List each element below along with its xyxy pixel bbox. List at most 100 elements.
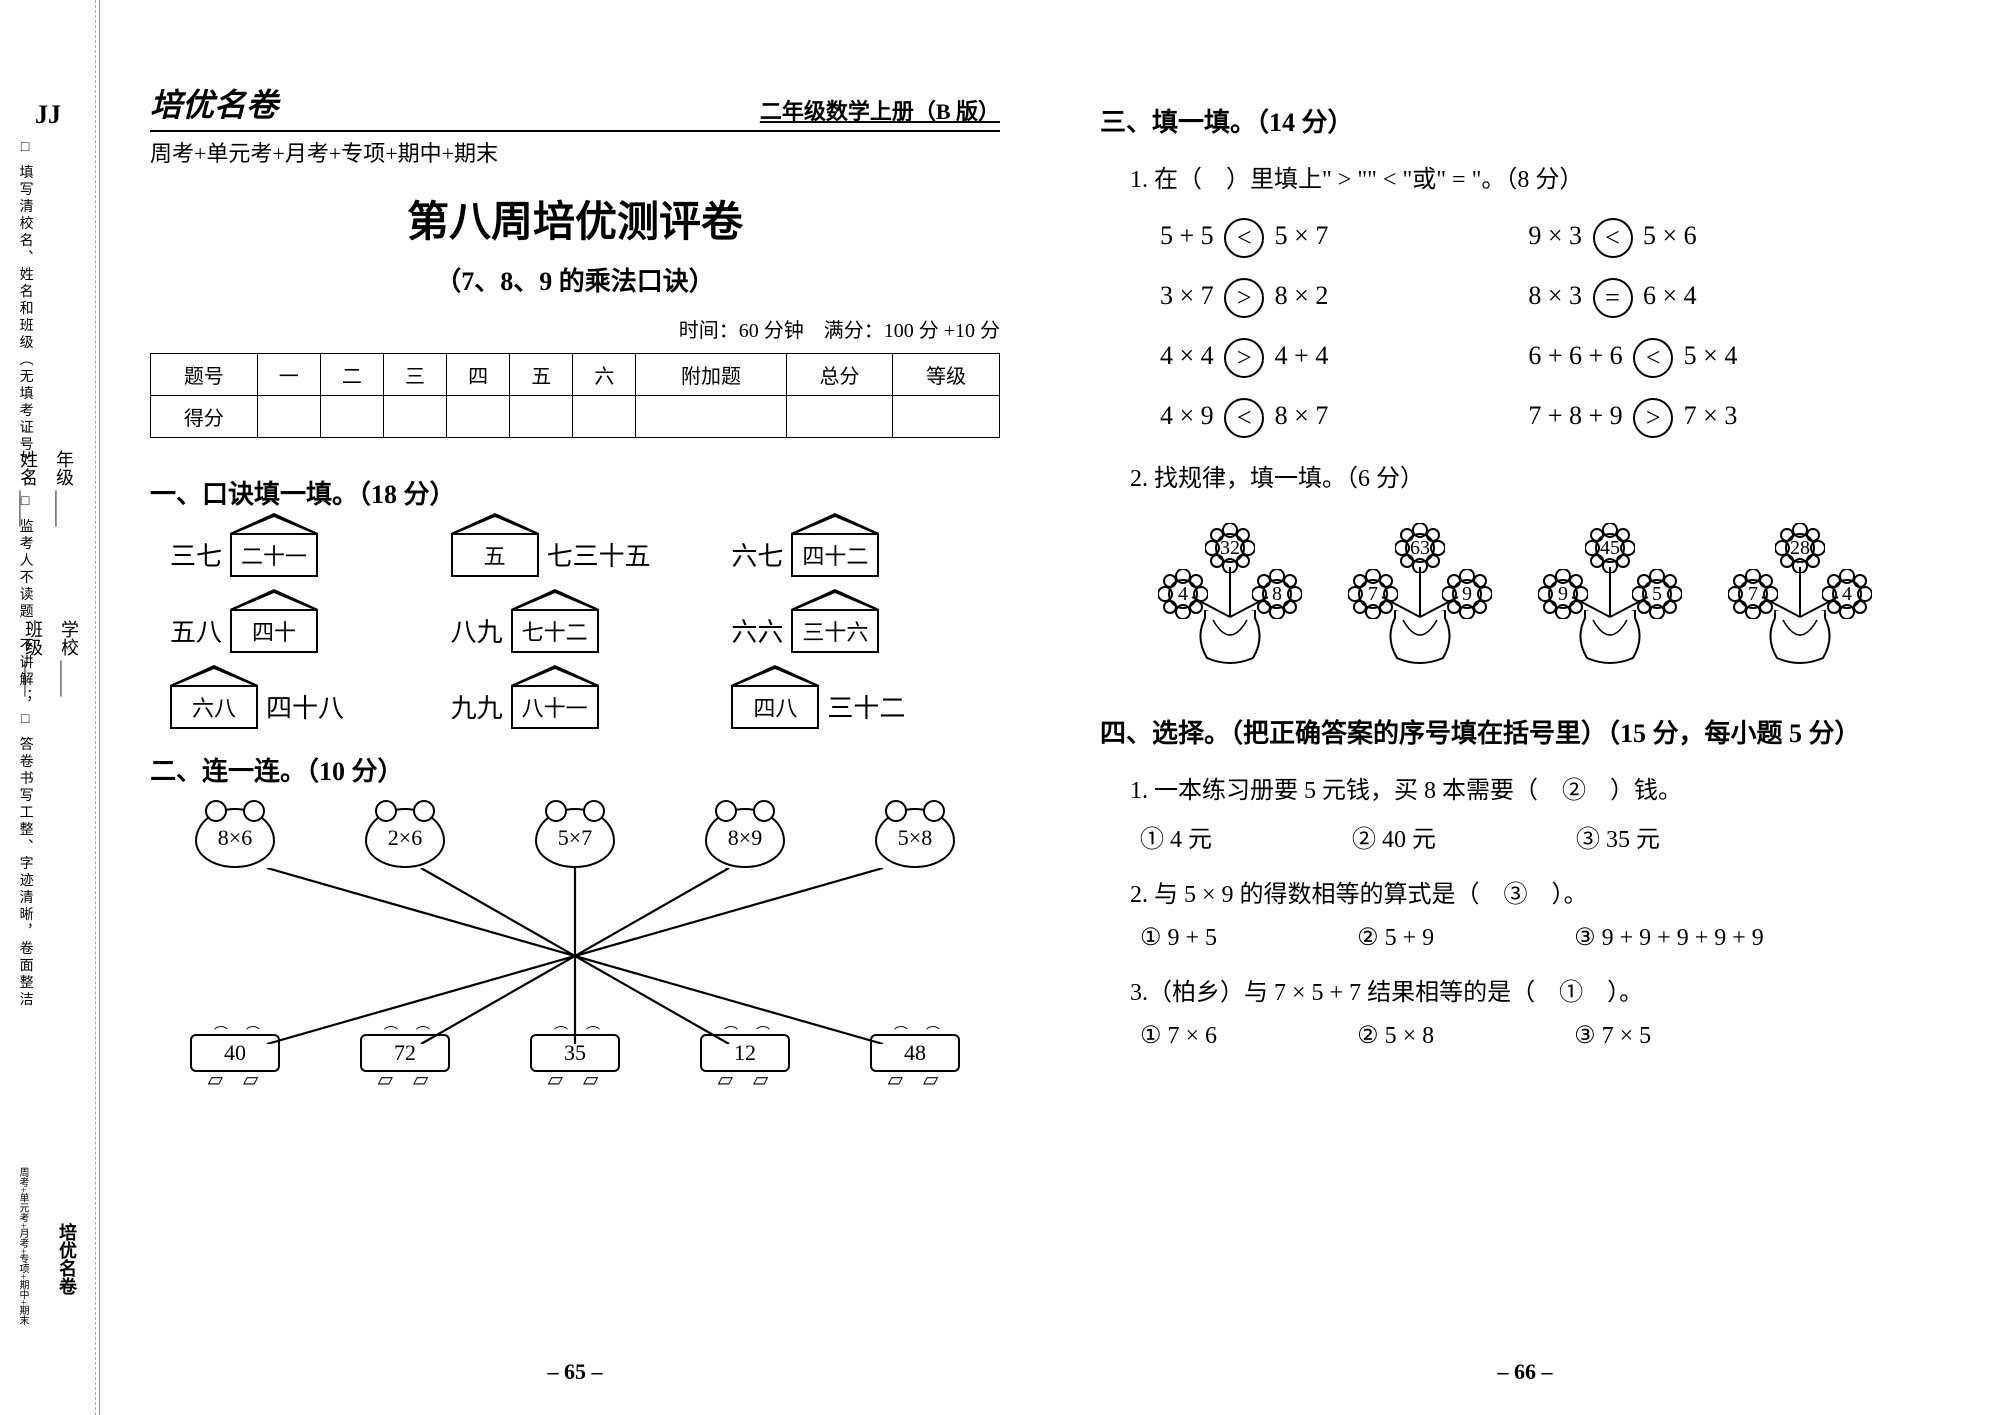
petal-top: 32 xyxy=(1205,523,1255,573)
compare-left: 4 × 9 < 8 × 7 xyxy=(1160,398,1328,438)
q4-item: 3.（柏乡）与 7 × 5 + 7 结果相等的是（ ① ）。 xyxy=(1130,972,1950,1007)
q3-items: 1. 在（ ）里填上" > "" < "或" = "。（8 分） 5 + 5 <… xyxy=(1130,159,1950,673)
th: 题号 xyxy=(151,354,258,396)
score-blank-row: 得分 xyxy=(151,396,1000,438)
compare-rows: 5 + 5 < 5 × 7 9 × 3 < 5 × 6 3 × 7 > 8 × 2… xyxy=(1130,218,1950,438)
house-icon: 三十六 xyxy=(791,607,879,653)
sec4-title: 四、选择。（把正确答案的序号填在括号里）（15 分，每小题 5 分） xyxy=(1100,713,1950,750)
th: 三 xyxy=(383,354,446,396)
q4-option: ② 5 × 8 xyxy=(1357,1021,1434,1050)
compare-row: 4 × 9 < 8 × 7 7 + 8 + 9 > 7 × 3 xyxy=(1160,398,1950,438)
th: 六 xyxy=(573,354,636,396)
tv-stand-icon: ▱▱ xyxy=(530,1072,620,1088)
flowers-row: 32 4 8 63 7 9 45 9 5 28 7 4 xyxy=(1150,523,1950,673)
koujue-post: 三十二 xyxy=(827,688,905,725)
compare-row: 5 + 5 < 5 × 7 9 × 3 < 5 × 6 xyxy=(1160,218,1950,258)
house-icon: 四十二 xyxy=(791,531,879,577)
td-label: 得分 xyxy=(151,396,258,438)
petal-top: 28 xyxy=(1775,523,1825,573)
stems xyxy=(1372,567,1468,623)
flower-vase: 45 9 5 xyxy=(1530,523,1690,673)
th: 四 xyxy=(447,354,510,396)
page-num-right: – 66 – xyxy=(1498,1359,1553,1385)
sidebar: JJ □ 填写清校名、姓名和班级（无填考证号）； □ 监考人不读题、不讲解； □… xyxy=(0,0,100,1415)
stems xyxy=(1182,567,1278,623)
compare-op: < xyxy=(1224,218,1264,258)
compare-right: 9 × 3 < 5 × 6 xyxy=(1528,218,1696,258)
koujue-item: 八九七十二 xyxy=(451,607,720,653)
flower-vase: 28 7 4 xyxy=(1720,523,1880,673)
petal-top: 45 xyxy=(1585,523,1635,573)
th: 二 xyxy=(320,354,383,396)
q4-item: 1. 一本练习册要 5 元钱，买 8 本需要（ ② ）钱。 xyxy=(1130,770,1950,805)
q2-bottom-row: ⌒⌒40▱▱⌒⌒72▱▱⌒⌒35▱▱⌒⌒12▱▱⌒⌒48▱▱ xyxy=(150,1032,1000,1088)
q4-options: ① 4 元② 40 元③ 35 元 xyxy=(1140,819,1950,854)
score-head-row: 题号 一 二 三 四 五 六 附加题 总分 等级 xyxy=(151,354,1000,396)
koujue-item: 五八四十 xyxy=(170,607,439,653)
compare-right: 6 + 6 + 6 < 5 × 4 xyxy=(1528,338,1737,378)
q2-bottom-item: ⌒⌒35▱▱ xyxy=(530,1032,620,1088)
q2-area: 8×62×65×78×95×8 ⌒⌒40▱▱⌒⌒72▱▱⌒⌒35▱▱⌒⌒12▱▱… xyxy=(150,808,1000,1088)
koujue-pre: 八九 xyxy=(451,612,503,649)
th: 五 xyxy=(510,354,573,396)
koujue-item: 九九八十一 xyxy=(451,683,720,729)
q2-top-item: 8×9 xyxy=(705,808,785,868)
q4-option: ① 7 × 6 xyxy=(1140,1021,1217,1050)
th: 总分 xyxy=(786,354,893,396)
compare-op: < xyxy=(1224,398,1264,438)
compare-op: > xyxy=(1633,398,1673,438)
flower-vase: 63 7 9 xyxy=(1340,523,1500,673)
q2-top-item: 5×7 xyxy=(535,808,615,868)
koujue-pre: 五八 xyxy=(170,612,222,649)
compare-op: > xyxy=(1224,338,1264,378)
big-title: 第八周培优测评卷 xyxy=(150,188,1000,249)
q2-top-row: 8×62×65×78×95×8 xyxy=(150,808,1000,868)
koujue-item: 四八三十二 xyxy=(731,683,1000,729)
side-school-class: 学校 ____ 班级 ____ xyxy=(15,620,87,697)
rules-text: □ 填写清校名、姓名和班级（无填考证号）； □ 监考人不读题、不讲解； □ 答卷… xyxy=(15,140,35,1009)
compare-op: = xyxy=(1593,278,1633,318)
koujue-pre: 九九 xyxy=(451,688,503,725)
class-label: 班级 ____ xyxy=(23,620,43,697)
q2-top-item: 2×6 xyxy=(365,808,445,868)
score-table: 题号 一 二 三 四 五 六 附加题 总分 等级 得分 xyxy=(150,353,1000,438)
q2-lines xyxy=(190,868,960,1044)
compare-left: 4 × 4 > 4 + 4 xyxy=(1160,338,1328,378)
house-icon: 二十一 xyxy=(230,531,318,577)
fold-line xyxy=(95,0,96,1415)
q3-2-text: 2. 找规律，填一填。（6 分） xyxy=(1130,458,1950,493)
koujue-post: 七三十五 xyxy=(547,536,651,573)
th: 等级 xyxy=(893,354,1000,396)
compare-row: 4 × 4 > 4 + 4 6 + 6 + 6 < 5 × 4 xyxy=(1160,338,1950,378)
q3-1-text: 1. 在（ ）里填上" > "" < "或" = "。（8 分） xyxy=(1130,159,1950,194)
compare-row: 3 × 7 > 8 × 2 8 × 3 = 6 × 4 xyxy=(1160,278,1950,318)
q4-list: 1. 一本练习册要 5 元钱，买 8 本需要（ ② ）钱。 ① 4 元② 40 元… xyxy=(1100,770,1950,1050)
q2-bottom-item: ⌒⌒72▱▱ xyxy=(360,1032,450,1088)
compare-op: > xyxy=(1224,278,1264,318)
tv-stand-icon: ▱▱ xyxy=(360,1072,450,1088)
subhead: 周考+单元考+月考+专项+期中+期末 xyxy=(150,136,1000,168)
house-icon: 四八 xyxy=(731,683,819,729)
compare-right: 8 × 3 = 6 × 4 xyxy=(1528,278,1696,318)
koujue-pre: 六七 xyxy=(731,536,783,573)
koujue-post: 四十八 xyxy=(266,688,344,725)
grade-label: 年级 ____ xyxy=(54,450,74,527)
compare-left: 3 × 7 > 8 × 2 xyxy=(1160,278,1328,318)
compare-right: 7 + 8 + 9 > 7 × 3 xyxy=(1528,398,1737,438)
q4-option: ② 40 元 xyxy=(1352,819,1436,854)
header-row: 培优名卷 二年级数学上册（B 版） xyxy=(150,80,1000,132)
q2-bottom-item: ⌒⌒40▱▱ xyxy=(190,1032,280,1088)
house-icon: 八十一 xyxy=(511,683,599,729)
sec2-title: 二、连一连。（10 分） xyxy=(150,751,1000,788)
side-grade-name: 年级 ____ 姓名 ____ xyxy=(10,450,82,527)
sidebar-logo-sub: 周考+单元考+月考+专项+期中+期末 xyxy=(15,1167,30,1325)
petal-top: 63 xyxy=(1395,523,1445,573)
koujue-grid: 三七二十一五七三十五六七四十二五八四十八九七十二六六三十六六八四十八九九八十一四… xyxy=(170,531,1000,729)
page-num-left: – 65 – xyxy=(548,1359,603,1385)
page-left: 培优名卷 二年级数学上册（B 版） 周考+单元考+月考+专项+期中+期末 第八周… xyxy=(100,0,1050,1415)
koujue-item: 六七四十二 xyxy=(731,531,1000,577)
q4-option: ② 5 + 9 xyxy=(1357,923,1434,952)
q4-item: 2. 与 5 × 9 的得数相等的算式是（ ③ ）。 xyxy=(1130,874,1950,909)
stems xyxy=(1752,567,1848,623)
subtitle: （7、8、9 的乘法口诀） xyxy=(150,261,1000,298)
